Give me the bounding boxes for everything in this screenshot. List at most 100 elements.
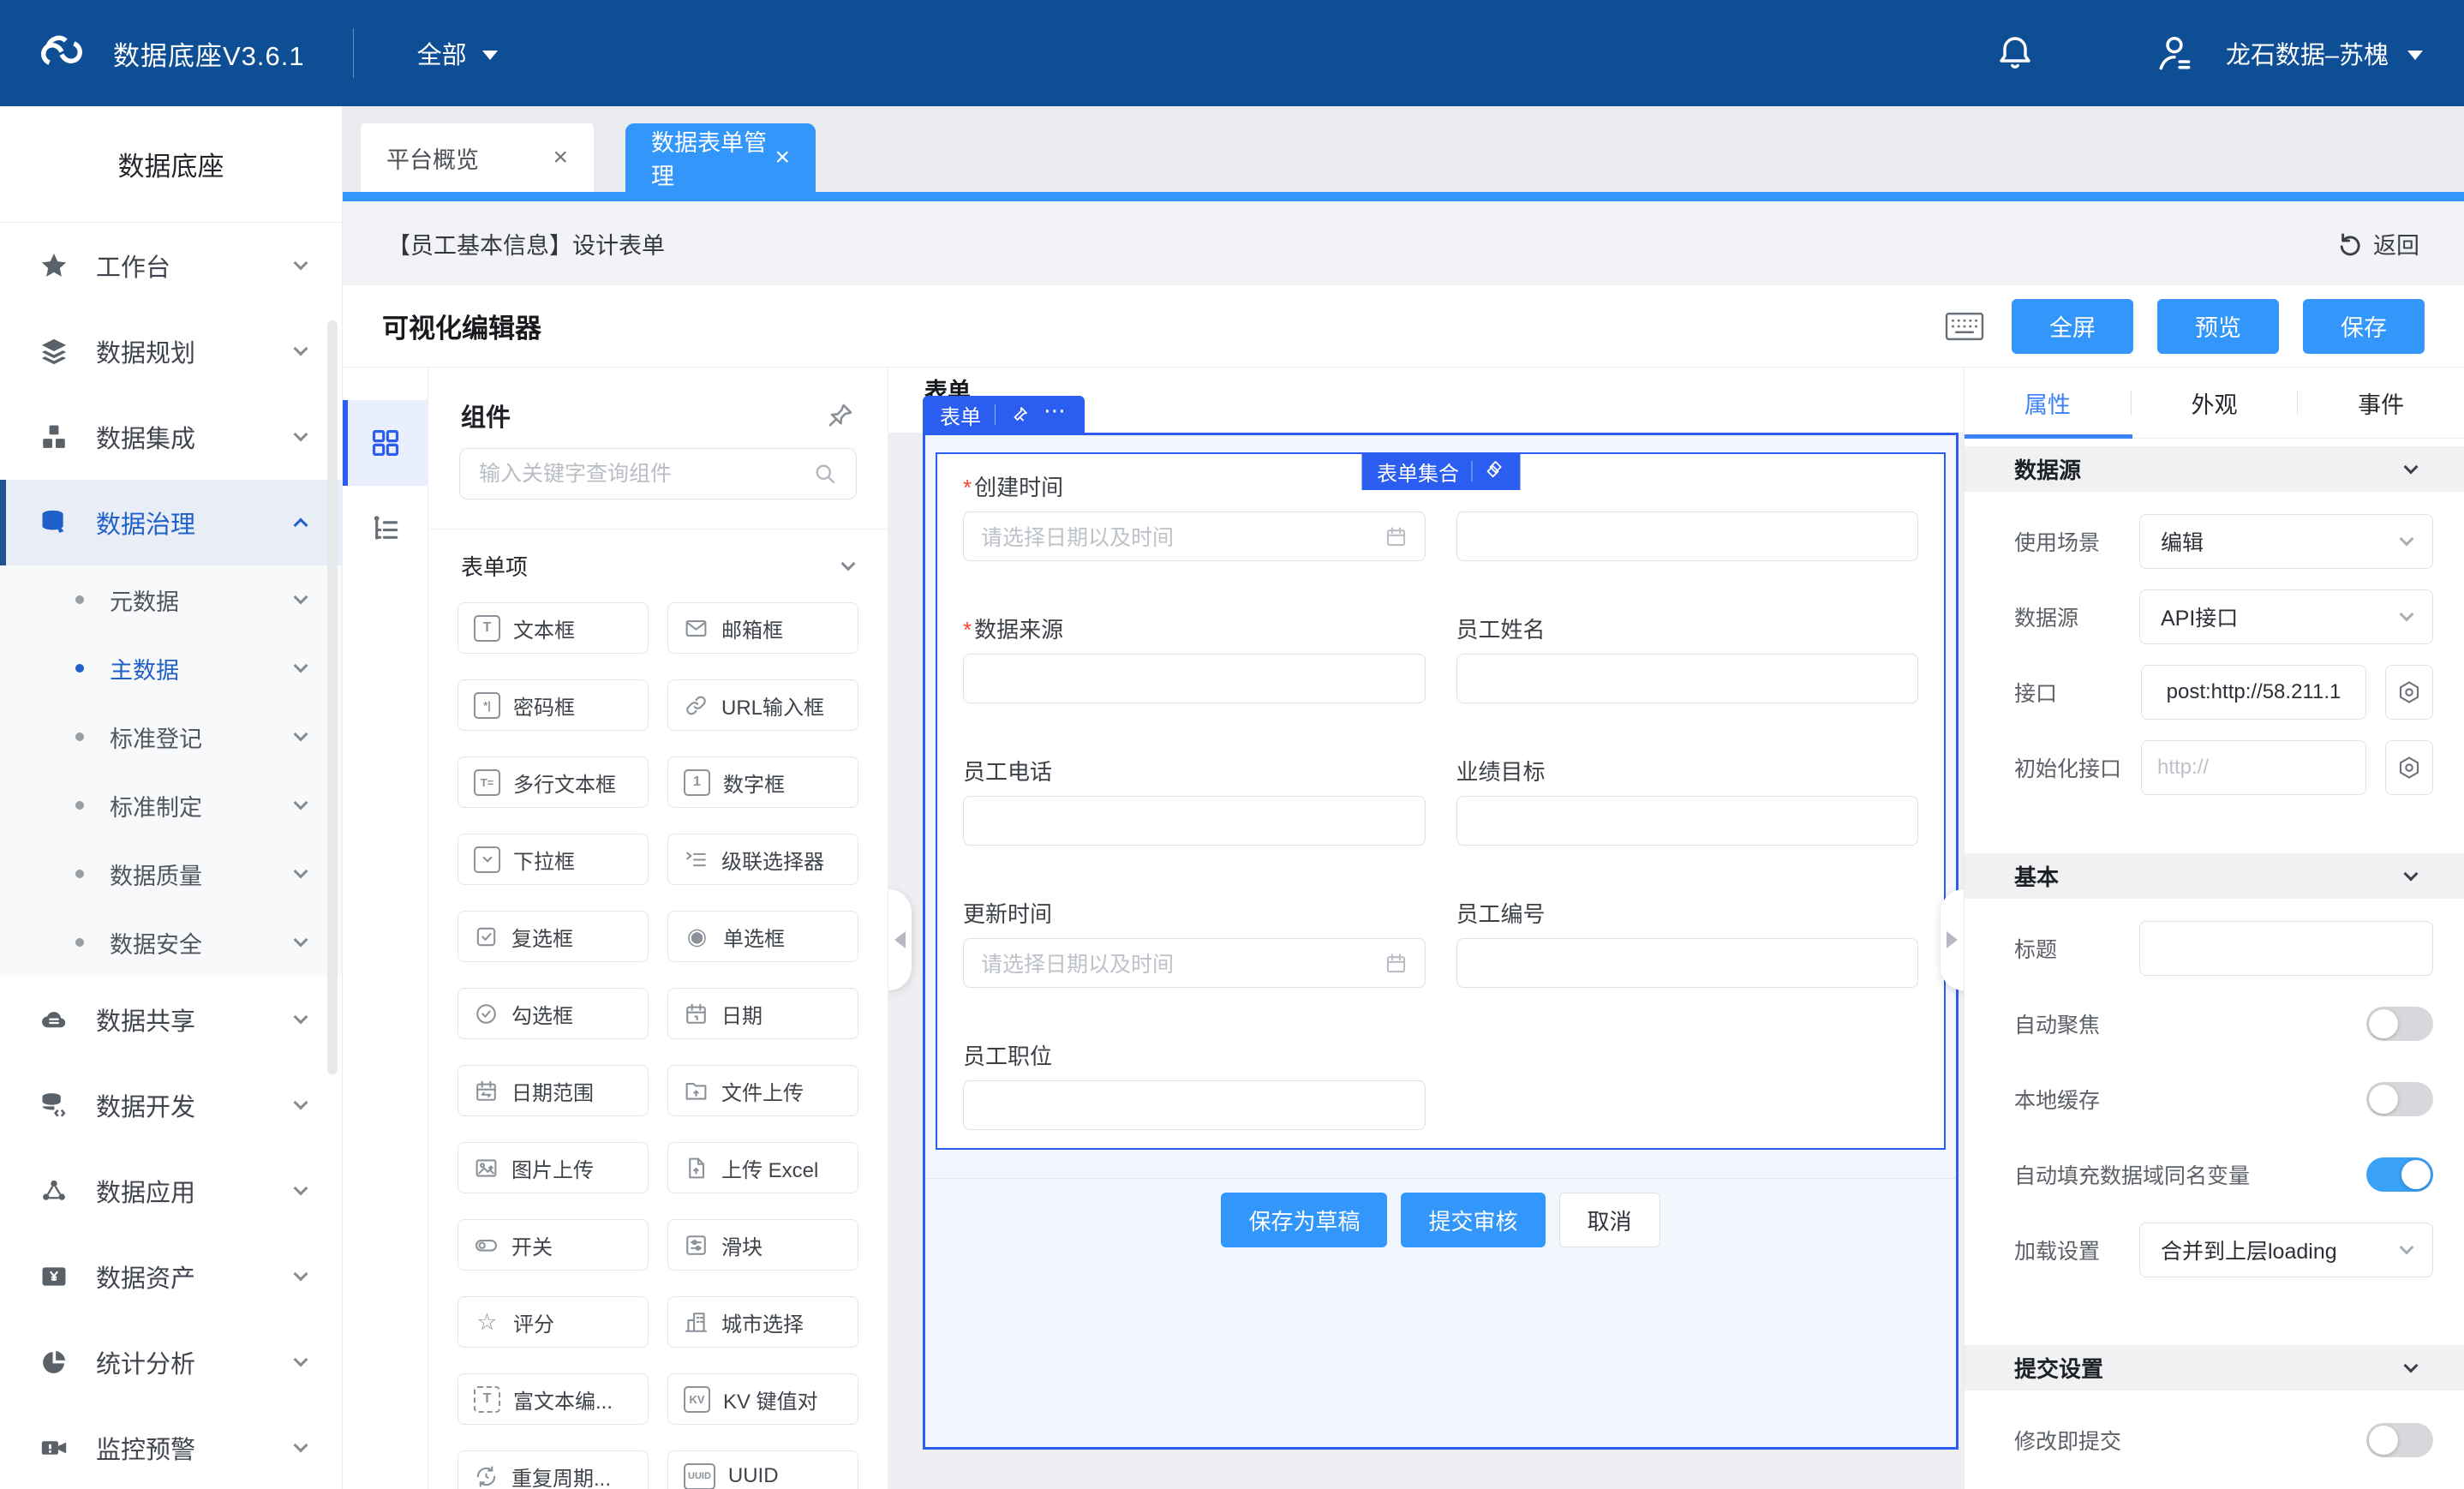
form-items-section-header[interactable]: 表单项: [428, 529, 888, 597]
sidebar-subitem-data-quality[interactable]: 数据质量: [0, 840, 342, 908]
component-checkbox[interactable]: 复选框: [458, 911, 649, 962]
rail-outline-tab[interactable]: [343, 486, 428, 571]
sidebar-subitem-master-data[interactable]: 主数据: [0, 634, 342, 703]
sidebar-item-monitoring[interactable]: 监控预警: [0, 1405, 342, 1489]
close-icon[interactable]: ×: [553, 143, 568, 171]
sidebar-subitem-standard-setting[interactable]: 标准制定: [0, 771, 342, 840]
fullscreen-button[interactable]: 全屏: [2012, 298, 2133, 354]
component-city-select[interactable]: 城市选择: [667, 1296, 858, 1348]
text-input[interactable]: [1456, 654, 1918, 703]
component-textbox[interactable]: T 文本框: [458, 602, 649, 654]
section-datasource-header[interactable]: 数据源: [1965, 446, 2464, 492]
text-input[interactable]: [1456, 511, 1918, 561]
sidebar-item-data-integration[interactable]: 数据集成: [0, 394, 342, 480]
submit-review-button[interactable]: 提交审核: [1401, 1193, 1546, 1247]
api-input[interactable]: post:http://58.211.1: [2141, 665, 2366, 720]
component-search-input[interactable]: [479, 461, 813, 487]
component-richtext[interactable]: T 富文本编...: [458, 1373, 649, 1425]
component-dropdown[interactable]: 下拉框: [458, 834, 649, 885]
save-button[interactable]: 保存: [2303, 298, 2425, 354]
sidebar-item-workbench[interactable]: 工作台: [0, 223, 342, 308]
component-date[interactable]: 日期: [667, 988, 858, 1039]
collapse-properties-handle[interactable]: [1941, 889, 1964, 990]
collapse-components-handle[interactable]: [888, 889, 912, 990]
scope-selector[interactable]: 全部: [417, 35, 498, 71]
tab-platform-overview[interactable]: 平台概览 ×: [361, 123, 594, 192]
component-rating[interactable]: ☆ 评分: [458, 1296, 649, 1348]
component-slider[interactable]: 滑块: [667, 1219, 858, 1271]
init-api-settings-button[interactable]: [2385, 740, 2433, 795]
tab-attributes[interactable]: 属性: [2024, 392, 2071, 418]
user-name[interactable]: 龙石数据–苏槐: [2225, 42, 2389, 69]
preview-button[interactable]: 预览: [2157, 298, 2279, 354]
component-excel-upload[interactable]: 上传 Excel: [667, 1142, 858, 1193]
collection-selection-tag[interactable]: 表单集合: [1361, 452, 1520, 490]
component-kv-pair[interactable]: KV KV 键值对: [667, 1373, 858, 1425]
datasource-select[interactable]: API接口: [2139, 589, 2433, 644]
text-input[interactable]: [963, 796, 1426, 846]
form-collection[interactable]: 表单集合 * 创建时间 请选择日期以及时间: [936, 452, 1946, 1150]
component-repeat-cycle[interactable]: 重复周期...: [458, 1450, 649, 1489]
user-avatar-icon[interactable]: [2154, 32, 2197, 75]
autofill-toggle[interactable]: [2366, 1157, 2433, 1192]
tab-events[interactable]: 事件: [2358, 392, 2405, 418]
autofocus-toggle[interactable]: [2366, 1007, 2433, 1041]
close-icon[interactable]: ×: [774, 143, 790, 171]
more-icon[interactable]: ⋯: [1044, 398, 1068, 423]
component-check[interactable]: 勾选框: [458, 988, 649, 1039]
sidebar-item-data-planning[interactable]: 数据规划: [0, 308, 342, 394]
sidebar-item-data-sharing[interactable]: 数据共享: [0, 977, 342, 1062]
component-uuid[interactable]: UUID UUID: [667, 1450, 858, 1489]
sidebar-item-data-application[interactable]: 数据应用: [0, 1148, 342, 1234]
component-number[interactable]: 1 数字框: [667, 756, 858, 808]
component-search[interactable]: [459, 448, 857, 499]
component-email[interactable]: 邮箱框: [667, 602, 858, 654]
wrench-icon[interactable]: [1009, 404, 1030, 425]
component-file-upload[interactable]: 文件上传: [667, 1065, 858, 1116]
component-password[interactable]: *| 密码框: [458, 679, 649, 731]
sidebar-subitem-data-security[interactable]: 数据安全: [0, 908, 342, 977]
back-button[interactable]: 返回: [2335, 227, 2419, 260]
sidebar-item-data-development[interactable]: 数据开发: [0, 1062, 342, 1148]
init-api-input[interactable]: http://: [2141, 740, 2366, 795]
text-input[interactable]: [963, 654, 1426, 703]
text-input[interactable]: [1456, 938, 1918, 988]
form-container[interactable]: 表单集合 * 创建时间 请选择日期以及时间: [923, 433, 1959, 1450]
notification-bell-icon[interactable]: [1995, 33, 2036, 74]
sidebar-subitem-standard-registration[interactable]: 标准登记: [0, 703, 342, 771]
sidebar-subitem-metadata[interactable]: 元数据: [0, 565, 342, 634]
tab-appearance[interactable]: 外观: [2191, 392, 2238, 418]
sidebar-item-data-governance[interactable]: 数据治理: [0, 480, 342, 565]
component-date-range[interactable]: 日期范围: [458, 1065, 649, 1116]
usage-scene-select[interactable]: 编辑: [2139, 514, 2433, 569]
component-cascader[interactable]: 级联选择器: [667, 834, 858, 885]
component-textarea[interactable]: T= 多行文本框: [458, 756, 649, 808]
component-switch[interactable]: 开关: [458, 1219, 649, 1271]
date-input[interactable]: 请选择日期以及时间: [963, 511, 1426, 561]
submit-on-change-toggle[interactable]: [2366, 1423, 2433, 1457]
keyboard-shortcut-icon[interactable]: [1945, 311, 1984, 342]
pin-icon[interactable]: [826, 401, 855, 430]
rail-components-tab[interactable]: [343, 400, 428, 486]
section-basic-header[interactable]: 基本: [1965, 853, 2464, 899]
api-settings-button[interactable]: [2385, 665, 2433, 720]
sidebar-scrollbar[interactable]: [327, 320, 338, 1074]
component-image-upload[interactable]: 图片上传: [458, 1142, 649, 1193]
tab-data-form-management[interactable]: 数据表单管理 ×: [625, 123, 816, 192]
stack-icon[interactable]: [1484, 461, 1504, 481]
form-selection-tag[interactable]: 表单 ⋯: [923, 396, 1085, 434]
sidebar-item-statistics[interactable]: 统计分析: [0, 1319, 342, 1405]
component-radio[interactable]: ◉ 单选框: [667, 911, 858, 962]
local-cache-toggle[interactable]: [2366, 1082, 2433, 1116]
cancel-button[interactable]: 取消: [1558, 1193, 1660, 1247]
design-canvas[interactable]: 表单 表单 ⋯ 表单集合 * 创建时间: [888, 368, 1964, 1489]
text-input[interactable]: [1456, 796, 1918, 846]
save-draft-button[interactable]: 保存为草稿: [1221, 1193, 1388, 1247]
loading-select[interactable]: 合并到上层loading: [2139, 1223, 2433, 1277]
text-input[interactable]: [963, 1080, 1426, 1130]
date-input[interactable]: 请选择日期以及时间: [963, 938, 1426, 988]
section-submit-header[interactable]: 提交设置: [1965, 1345, 2464, 1390]
chevron-down-icon[interactable]: [2407, 50, 2423, 60]
sidebar-item-data-assets[interactable]: 数据资产: [0, 1234, 342, 1319]
title-input[interactable]: [2139, 921, 2433, 976]
